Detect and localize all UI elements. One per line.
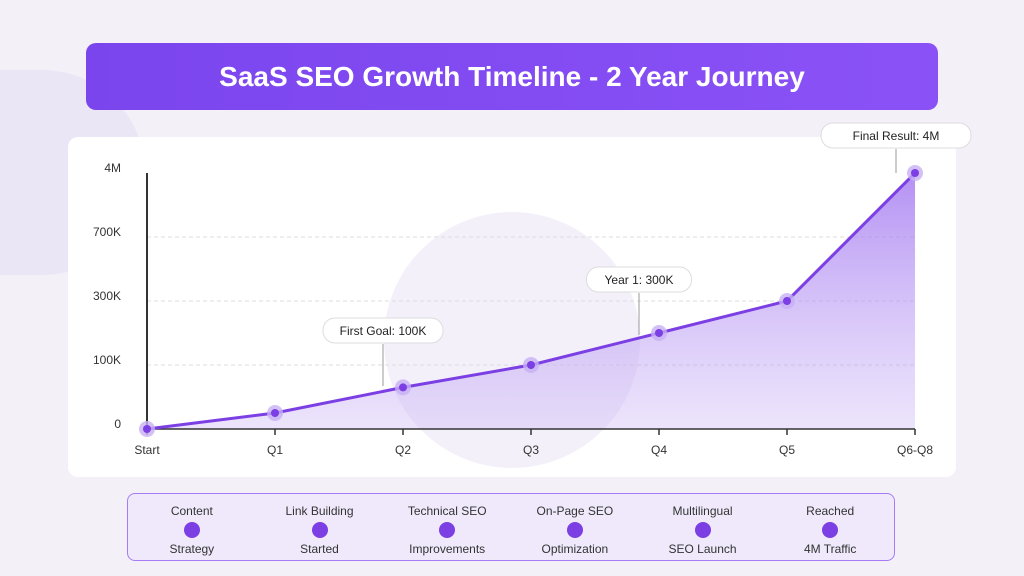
- data-point: [271, 409, 279, 417]
- legend-item: Technical SEO Improvements: [383, 494, 511, 560]
- x-tick-label: Q4: [651, 443, 667, 457]
- x-tick-label: Q6-Q8: [897, 443, 933, 457]
- legend-item: Multilingual SEO Launch: [639, 494, 767, 560]
- data-point: [399, 383, 407, 392]
- legend-item-top: Multilingual: [672, 504, 733, 518]
- data-point: [655, 329, 663, 337]
- legend-item-top: Technical SEO: [407, 504, 487, 518]
- page-title: SaaS SEO Growth Timeline - 2 Year Journe…: [86, 43, 938, 110]
- y-tick-label: 0: [114, 417, 121, 431]
- legend-item-bottom: 4M Traffic: [803, 542, 857, 556]
- legend-item-top: Content: [170, 504, 213, 518]
- legend-item-bottom: SEO Launch: [668, 542, 737, 556]
- data-point: [783, 297, 791, 305]
- legend-item-bottom: Strategy: [169, 542, 215, 556]
- annotation-box: [322, 317, 444, 344]
- data-point: [527, 361, 535, 369]
- page: SaaS SEO Growth Timeline - 2 Year Journe…: [68, 43, 972, 561]
- chart: 0 100K 300K 700K 4M Start Q1 Q2 Q3 Q4 Q5 Q6-Q8 First…: [93, 122, 972, 468]
- y-tick-label: 100K: [93, 353, 121, 367]
- milestone-dot: [822, 522, 839, 538]
- milestone-dot: [439, 522, 456, 538]
- legend-item: Link Building Started: [256, 494, 384, 560]
- milestone-dot: [183, 522, 200, 538]
- legend-item-top: On-Page SEO: [536, 504, 614, 518]
- legend-item-bottom: Optimization: [541, 542, 609, 556]
- milestone-dot: [694, 522, 711, 538]
- x-tick-label: Q5: [779, 443, 795, 457]
- y-tick-label: 700K: [93, 225, 121, 239]
- x-tick-label: Q2: [395, 443, 411, 457]
- legend-item: On-Page SEO Optimization: [511, 494, 639, 560]
- legend: Content Strategy Link Building Started Techn…: [127, 493, 895, 561]
- milestone-dot: [566, 522, 583, 538]
- legend-item-top: Link Building: [285, 504, 354, 518]
- y-tick-label: 4M: [104, 161, 121, 175]
- x-tick-label: Q3: [523, 443, 539, 457]
- x-tick-label: Q1: [267, 443, 283, 457]
- milestone-dot: [311, 522, 328, 538]
- annotation-label: First Goal: 100K: [340, 324, 427, 338]
- annotation-label: Year 1: 300K: [605, 273, 674, 287]
- annotation-box: [586, 266, 692, 293]
- data-point: [143, 425, 151, 433]
- legend-item: Content Strategy: [128, 494, 256, 560]
- data-point: [911, 169, 919, 177]
- legend-item-bottom: Improvements: [409, 542, 486, 556]
- annotation-box: [820, 122, 972, 149]
- x-tick-label: Start: [134, 443, 160, 457]
- legend-item: Reached 4M Traffic: [766, 494, 894, 560]
- legend-item-top: Reached: [806, 504, 855, 518]
- annotation-label: Final Result: 4M: [853, 129, 940, 143]
- area-fill: [147, 173, 915, 429]
- y-tick-label: 300K: [93, 289, 121, 303]
- legend-item-bottom: Started: [300, 542, 339, 556]
